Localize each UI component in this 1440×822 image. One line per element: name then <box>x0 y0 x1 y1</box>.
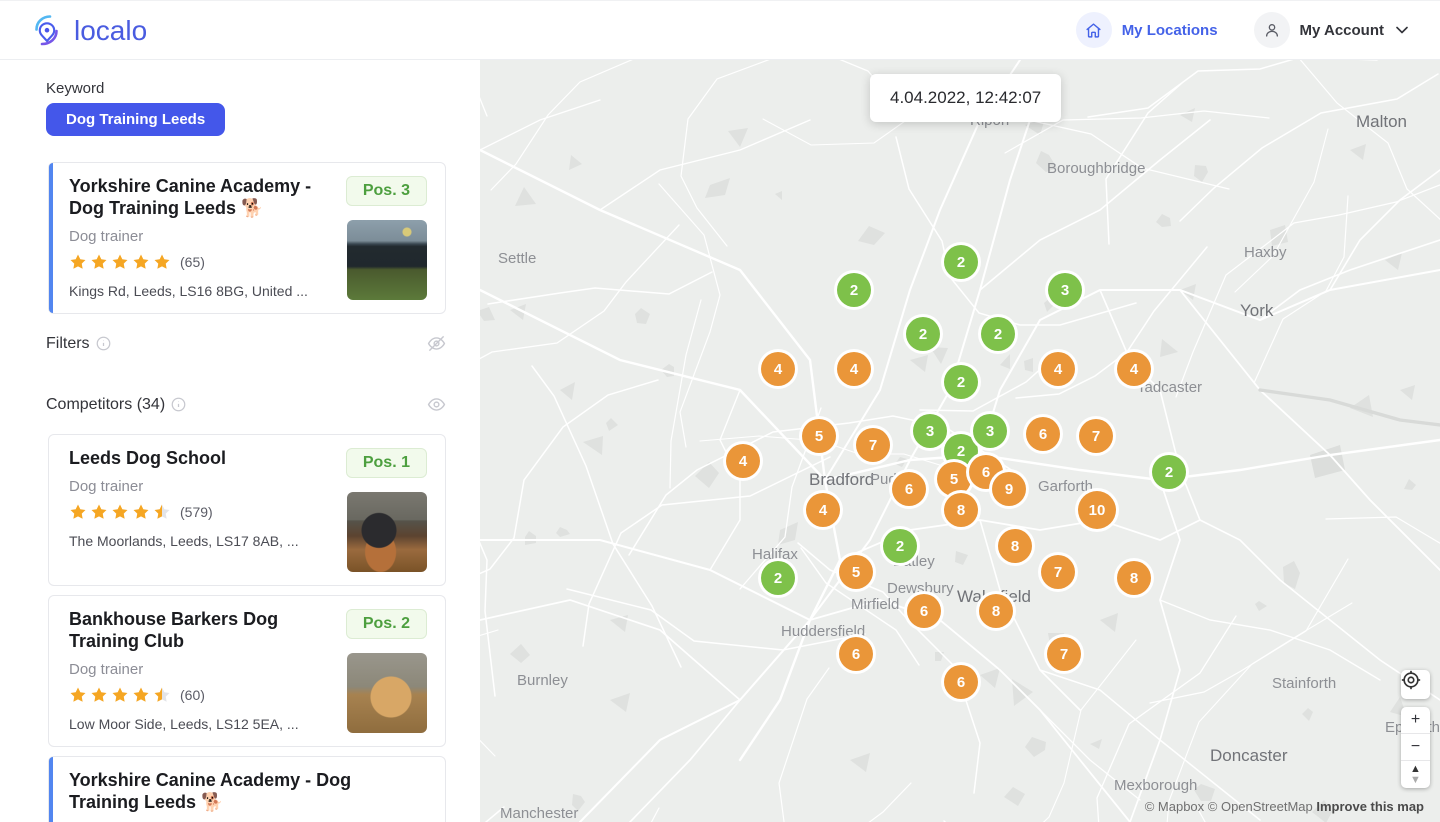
svg-text:Mirfield: Mirfield <box>851 596 899 613</box>
svg-text:Manchester: Manchester <box>500 805 578 822</box>
svg-text:Mexborough: Mexborough <box>1114 777 1197 794</box>
svg-text:Garforth: Garforth <box>1038 478 1093 495</box>
svg-text:Stainforth: Stainforth <box>1272 675 1336 692</box>
svg-text:Burnley: Burnley <box>517 672 568 689</box>
svg-text:Doncaster: Doncaster <box>1210 746 1288 765</box>
svg-text:York: York <box>1240 301 1274 320</box>
svg-text:Malton: Malton <box>1356 112 1407 131</box>
svg-text:Bradford: Bradford <box>809 470 874 489</box>
svg-text:Boroughbridge: Boroughbridge <box>1047 160 1145 177</box>
svg-text:Tadcaster: Tadcaster <box>1137 379 1202 396</box>
svg-text:Settle: Settle <box>498 250 536 267</box>
svg-text:Haxby: Haxby <box>1244 244 1287 261</box>
